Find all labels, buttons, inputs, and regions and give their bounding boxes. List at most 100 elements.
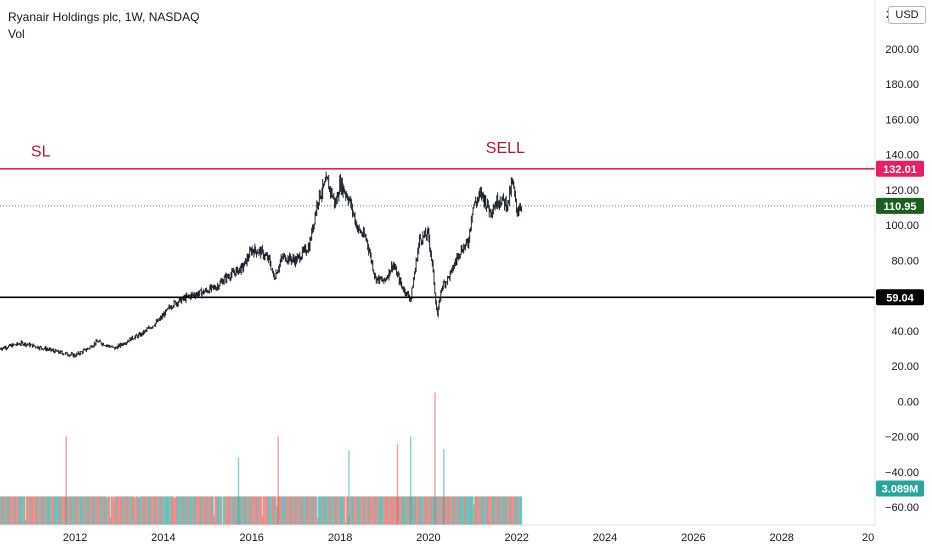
volume-bar [428,496,430,525]
volume-bar [460,496,462,525]
volume-bar [149,496,151,525]
volume-bar [88,496,90,525]
volume-bar [223,496,225,525]
volume-bar [178,496,180,525]
volume-bar [150,496,152,525]
volume-bar [129,496,131,525]
volume-bar [51,496,53,525]
volume-bar [272,496,274,525]
volume-bar [513,496,515,525]
volume-tag[interactable]: 3.089M [882,484,919,496]
volume-bar [171,496,174,525]
resistance-price-tag-bg [876,160,924,177]
volume-bar [114,496,117,525]
volume-bar [366,496,368,525]
currency-button[interactable]: USD [888,6,926,24]
volume-bar [110,496,112,525]
last-price-tag[interactable]: 110.95 [883,201,916,213]
volume-bar [116,496,118,525]
volume-bar [401,496,403,525]
volume-bar [0,496,2,525]
volume-bar [69,496,71,525]
volume-bar [96,496,98,525]
volume-bar [419,496,422,525]
volume-bar [181,496,183,525]
volume-bar [334,496,336,525]
volume-spike [410,436,412,525]
volume-bar [346,496,349,525]
volume-bar [215,496,217,525]
volume-bar [408,496,411,525]
volume-bar [226,496,228,525]
volume-bar [231,496,233,525]
symbol-title[interactable]: Ryanair Holdings plc, 1W, NASDAQ [8,10,200,24]
volume-bar [8,496,10,525]
volume-bar [9,496,11,525]
volume-bar [201,496,203,525]
annotation-sl[interactable]: SL [31,144,51,161]
volume-bar [193,496,195,525]
annotation-sell[interactable]: SELL [486,140,525,157]
volume-bar [480,496,482,525]
x-tick-label: 2014 [151,532,175,544]
volume-bar [170,496,172,525]
volume-bar [164,496,166,525]
support-price-tag[interactable]: 59.04 [886,292,914,304]
volume-bar [55,496,57,525]
volume-bar [313,496,315,525]
volume-bar [407,496,410,525]
price-candles [0,171,522,359]
volume-bar [137,497,140,525]
volume-bar [219,496,221,525]
volume-bar [289,496,291,525]
volume-bar [385,496,387,525]
volume-bar [57,496,59,525]
volume-bar [472,496,474,525]
volume-bar [497,496,500,525]
y-tick-label: 120.00 [885,185,919,197]
volume-bar [61,496,63,525]
volume-bar [359,496,361,525]
volume-bar [502,496,504,525]
volume-bar [285,496,287,525]
volume-bar [325,496,327,525]
volume-bar [269,496,271,525]
volume-bar [67,496,69,525]
volume-bar [418,496,421,525]
volume-bar [503,496,506,525]
volume-bar [82,496,84,525]
volume-bar [175,496,177,525]
volume-bar [217,496,219,525]
volume-bar [311,496,314,525]
volume-bar [243,496,245,525]
volume-bar [212,496,214,525]
volume-bar [189,496,191,525]
volume-bar [319,496,321,525]
volume-bar [103,496,105,525]
volume-bar [447,496,449,525]
volume-bar [179,496,181,525]
volume-bar [233,496,235,525]
volume-indicator-label[interactable]: Vol [8,27,25,41]
volume-bar [72,496,74,525]
volume-bar [386,496,388,525]
volume-bar [99,496,101,525]
price-axis[interactable]: 200.00 180.00 160.00 140.00 120.00 100.00 80.0… [885,9,919,514]
volume-bar [358,496,360,525]
volume-bar [370,496,372,525]
volume-bar [294,496,296,525]
x-tick-label: 20 [862,532,874,544]
volume-bar [342,496,344,525]
volume-bar [517,496,519,525]
resistance-price-tag[interactable]: 132.01 [883,164,917,176]
volume-bar [86,496,89,525]
volume-bar [509,496,511,525]
time-axis[interactable]: 2012 2014 2016 2018 2020 2022 2024 2026 2028 20 [63,532,874,544]
volume-bar [85,496,87,525]
volume-bar [154,496,157,525]
volume-bar [258,496,260,525]
volume-spike [65,436,67,525]
volume-bar [12,496,14,525]
volume-bar [77,496,79,525]
